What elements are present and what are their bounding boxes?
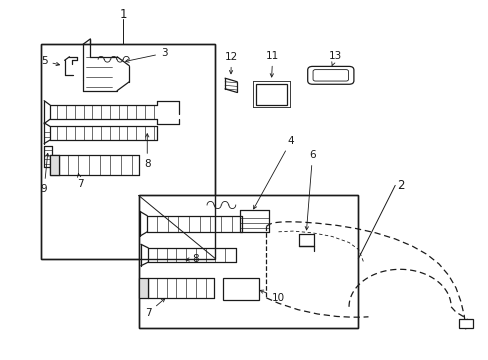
Text: 7: 7 bbox=[144, 298, 164, 318]
Text: 8: 8 bbox=[185, 253, 199, 264]
Text: 6: 6 bbox=[305, 150, 315, 230]
Text: 2: 2 bbox=[397, 179, 404, 192]
Bar bbox=[138, 195, 358, 328]
Text: 8: 8 bbox=[143, 134, 150, 169]
Text: 7: 7 bbox=[77, 174, 84, 189]
Text: 4: 4 bbox=[253, 136, 294, 209]
Text: 10: 10 bbox=[260, 290, 285, 303]
Bar bbox=[41, 44, 215, 258]
Text: 3: 3 bbox=[125, 48, 167, 62]
Bar bbox=[222, 278, 259, 300]
FancyBboxPatch shape bbox=[312, 69, 348, 81]
Text: 12: 12 bbox=[224, 52, 238, 74]
Bar bbox=[139, 278, 148, 298]
Text: 9: 9 bbox=[41, 153, 49, 194]
Text: 11: 11 bbox=[265, 51, 279, 77]
Bar bbox=[458, 319, 472, 328]
Bar bbox=[255, 84, 287, 105]
Bar bbox=[41, 44, 215, 258]
Bar bbox=[138, 195, 358, 328]
FancyBboxPatch shape bbox=[307, 66, 353, 84]
Text: 1: 1 bbox=[119, 8, 126, 21]
Bar bbox=[50, 155, 59, 175]
Text: 13: 13 bbox=[328, 51, 342, 66]
Text: 5: 5 bbox=[41, 56, 60, 66]
